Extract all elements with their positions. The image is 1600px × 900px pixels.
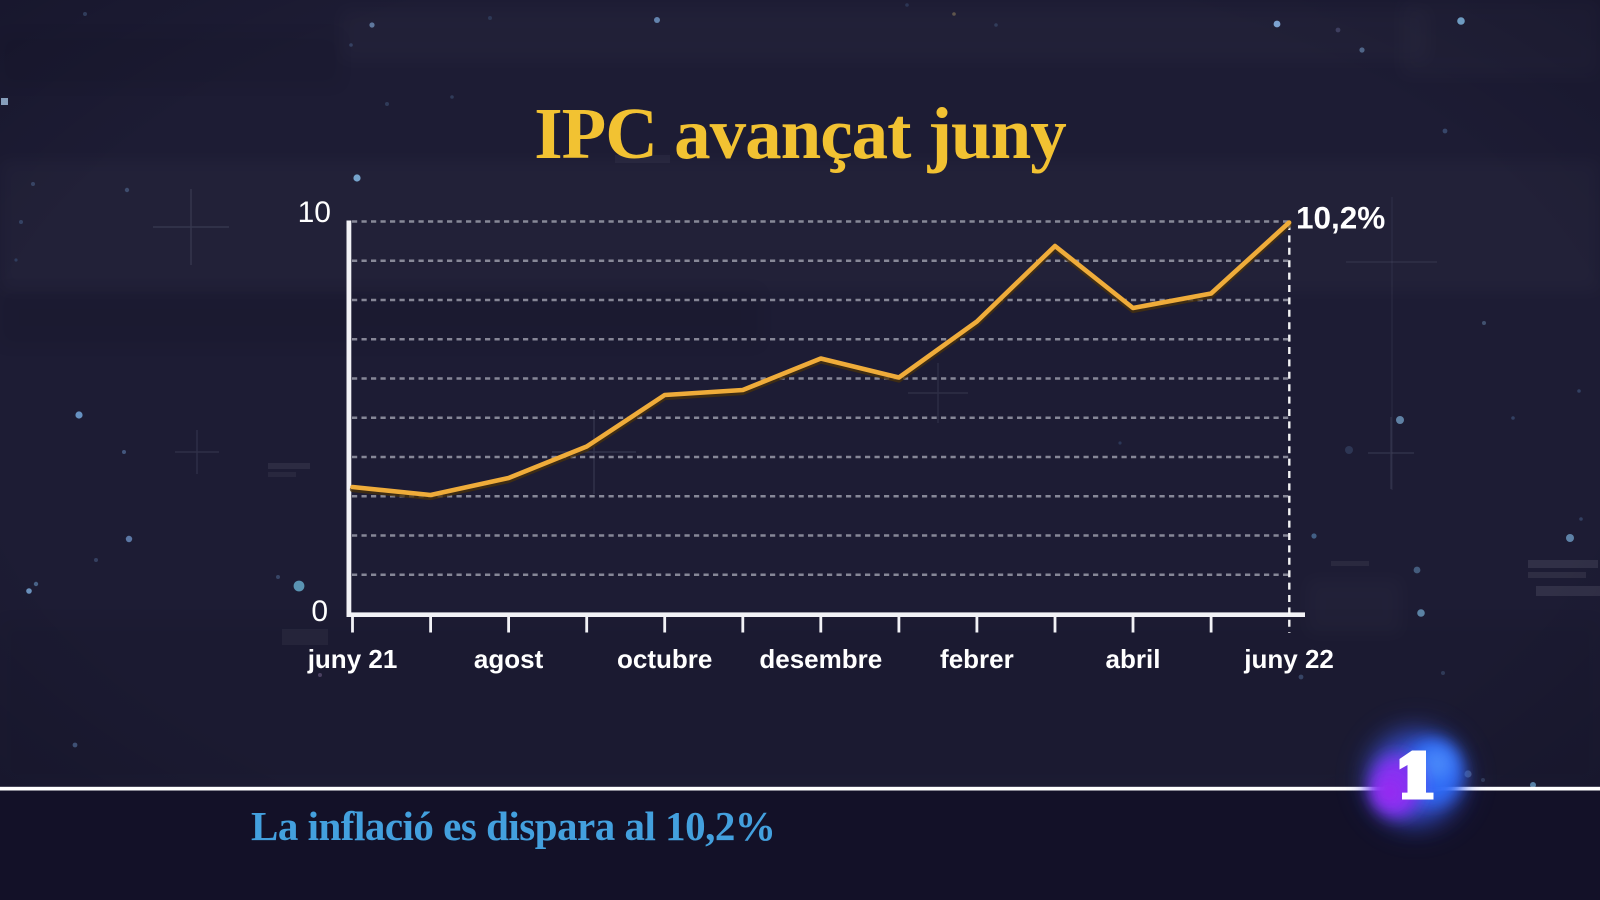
svg-text:La inflació es dispara al 10,2: La inflació es dispara al 10,2% [251,803,775,849]
